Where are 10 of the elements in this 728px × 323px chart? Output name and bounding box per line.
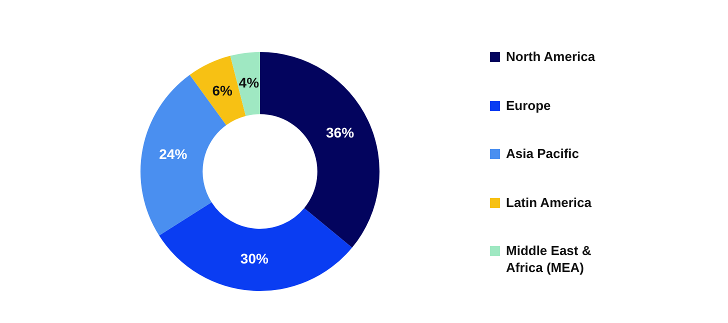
data-label: 24%: [159, 146, 188, 162]
data-label: 6%: [212, 82, 234, 98]
legend-label: Middle East & Africa (MEA): [506, 242, 592, 276]
data-label: 30%: [240, 250, 270, 267]
legend-label: North America: [506, 48, 596, 65]
legend-label: Latin America: [506, 194, 592, 210]
data-label: 36%: [326, 124, 355, 141]
legend-label: Asia Pacific: [506, 145, 579, 162]
data-label: 4%: [238, 74, 260, 91]
legend-label: Europe: [506, 96, 551, 114]
